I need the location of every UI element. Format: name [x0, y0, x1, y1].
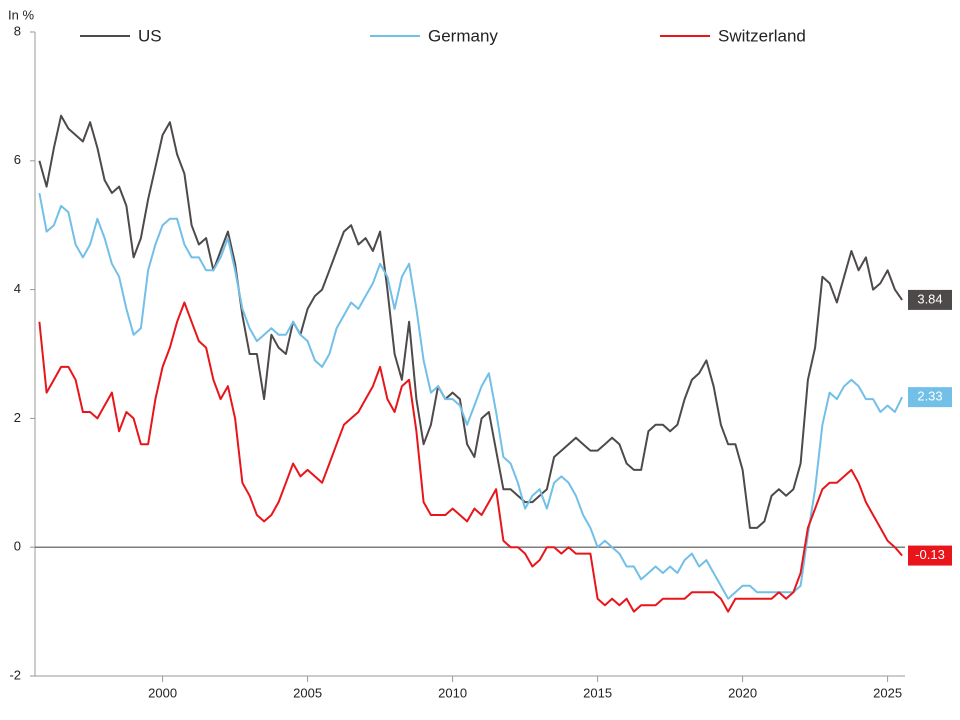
legend-label: Germany: [428, 26, 498, 45]
end-label: 3.84: [917, 291, 942, 306]
series-line: [38, 114, 903, 529]
end-label-box: [908, 387, 952, 408]
x-tick-label: 2025: [873, 685, 902, 700]
end-label: 2.33: [917, 389, 942, 404]
y-tick-label: 8: [14, 23, 21, 38]
x-tick-label: 2020: [728, 685, 757, 700]
x-tick-label: 2005: [293, 685, 322, 700]
y-tick-label: 4: [14, 281, 21, 296]
y-tick-label: 2: [14, 410, 21, 425]
x-tick-label: 2000: [148, 685, 177, 700]
legend-label: US: [138, 26, 162, 45]
end-label-box: [908, 289, 952, 310]
y-axis-label: In %: [8, 7, 34, 22]
x-tick-label: 2015: [583, 685, 612, 700]
y-tick-label: -2: [9, 667, 21, 682]
series-line: [38, 192, 904, 600]
end-label: -0.13: [915, 547, 945, 562]
series-line: [38, 301, 903, 613]
x-tick-label: 2010: [438, 685, 467, 700]
y-tick-label: 6: [14, 152, 21, 167]
y-tick-label: 0: [14, 539, 21, 554]
end-label-box: [908, 545, 952, 566]
legend-label: Switzerland: [718, 26, 806, 45]
